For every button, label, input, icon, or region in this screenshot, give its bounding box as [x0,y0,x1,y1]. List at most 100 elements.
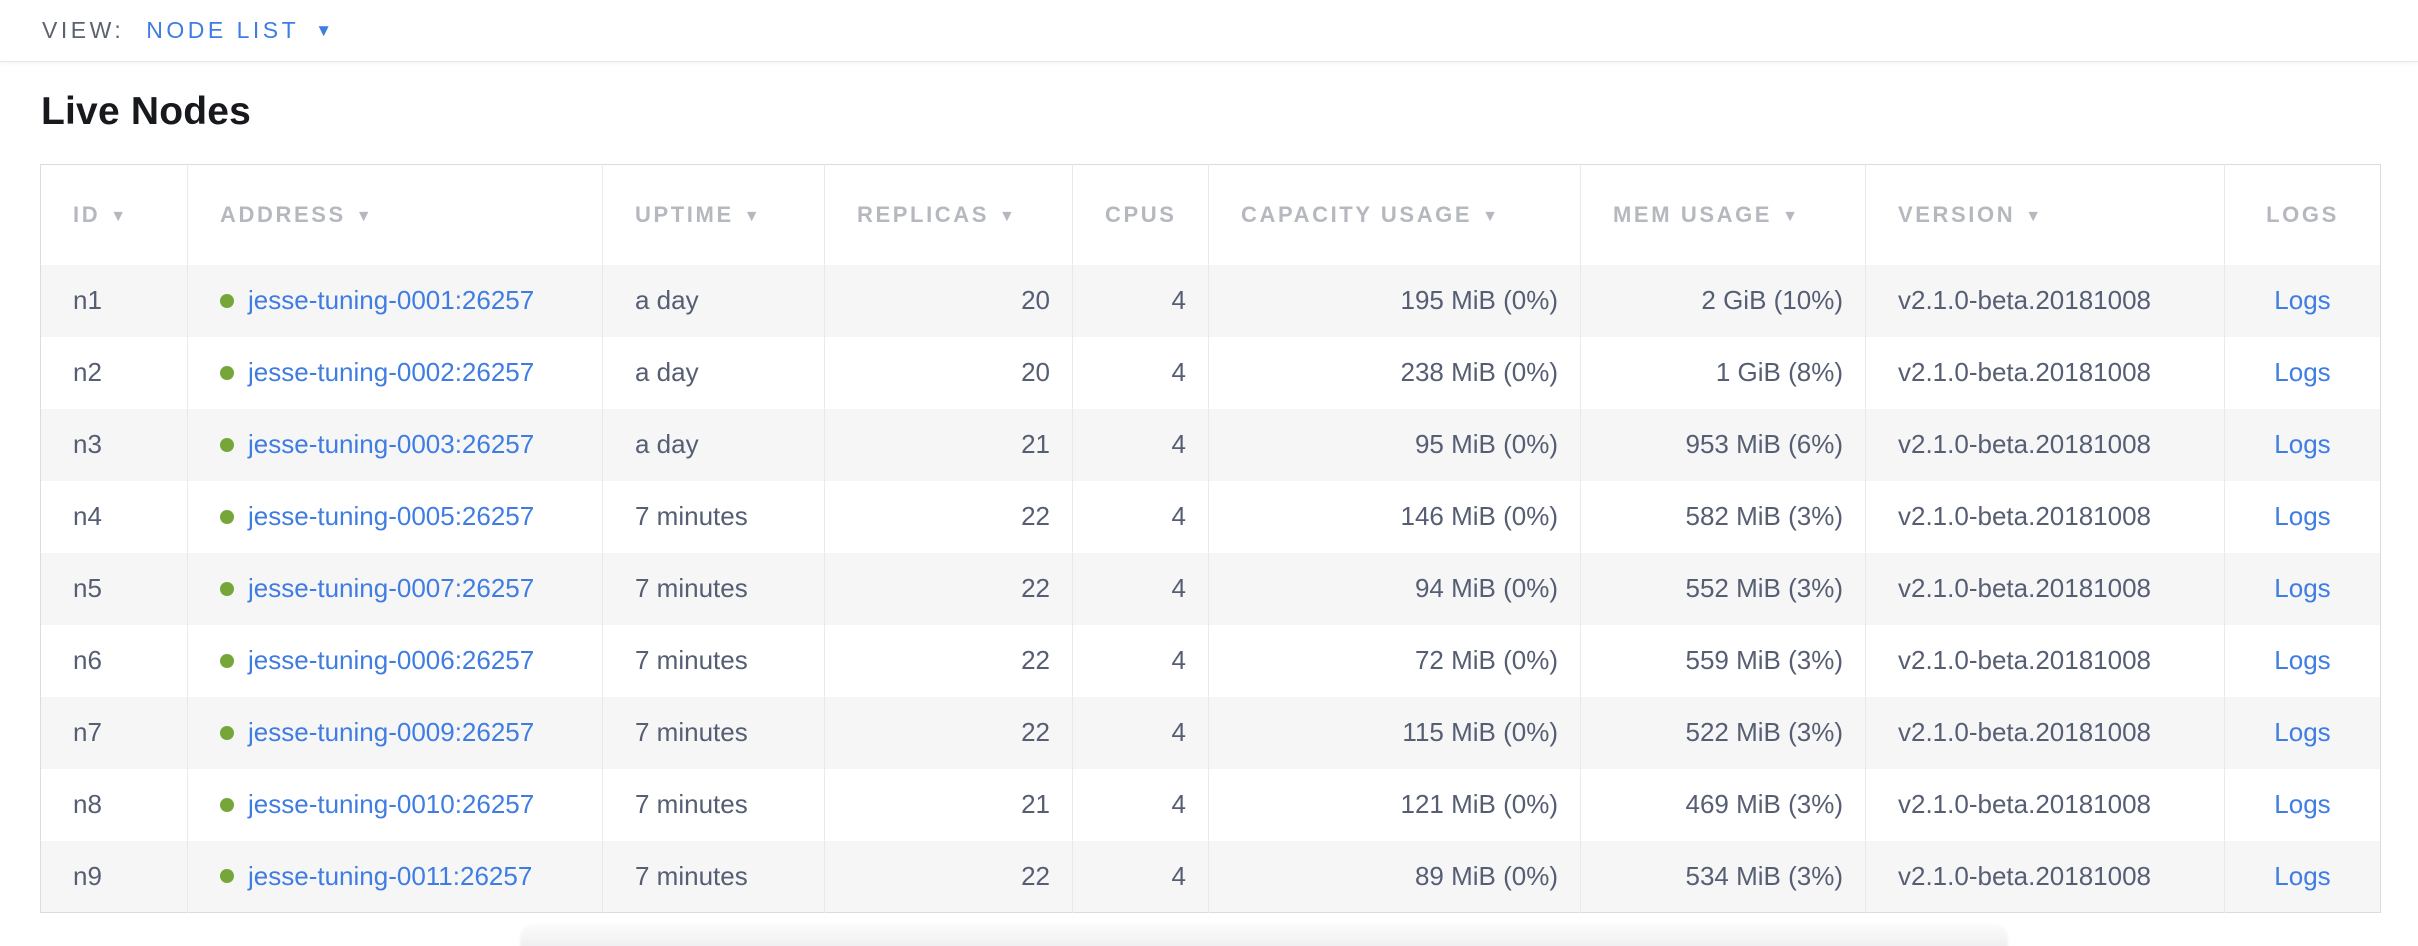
node-version-cell: v2.1.0-beta.20181008 [1865,624,2225,697]
node-version-cell: v2.1.0-beta.20181008 [1865,840,2225,913]
node-replicas-cell: 22 [824,840,1073,913]
column-header-address[interactable]: ADDRESS ▼ [187,164,603,265]
node-address-cell: jesse-tuning-0005:26257 [187,480,603,553]
node-id-cell: n7 [73,717,102,747]
node-uptime-cell: 7 minutes [602,480,825,553]
node-logs-link[interactable]: Logs [2274,860,2331,891]
node-cpus-cell: 4 [1072,696,1209,769]
table-row: n5 jesse-tuning-0007:26257 7 minutes 22 … [40,552,2381,625]
node-version-cell: v2.1.0-beta.20181008 [1865,480,2225,553]
node-live-status-icon [220,365,234,380]
node-logs-cell: Logs [2224,696,2381,769]
node-live-status-icon [220,437,234,452]
view-bar: VIEW: NODE LIST ▼ [0,0,2418,62]
node-capacity-cell: 238 MiB (0%) [1208,336,1581,409]
sort-caret-icon: ▼ [110,207,129,225]
table-row: n1 jesse-tuning-0001:26257 a day 20 4 19… [40,264,2381,337]
next-section-edge [520,924,2008,946]
node-mem-cell: 552 MiB (3%) [1580,552,1866,625]
node-live-status-icon [220,797,234,812]
node-id-cell: n1 [73,285,102,315]
node-replicas-cell: 20 [824,336,1073,409]
node-version-cell: v2.1.0-beta.20181008 [1865,768,2225,841]
view-dropdown-value[interactable]: NODE LIST [146,17,300,43]
node-address-link[interactable]: jesse-tuning-0011:26257 [248,860,533,891]
column-header-capacity-usage[interactable]: CAPACITY USAGE ▼ [1208,164,1581,265]
node-logs-link[interactable]: Logs [2274,645,2331,675]
column-header-uptime[interactable]: UPTIME ▼ [602,164,825,265]
node-uptime-cell: 7 minutes [602,624,825,697]
node-capacity-cell: 146 MiB (0%) [1208,480,1581,553]
node-logs-cell: Logs [2224,840,2381,913]
node-capacity-cell: 72 MiB (0%) [1208,624,1581,697]
node-capacity-cell: 121 MiB (0%) [1208,768,1581,841]
column-header-version[interactable]: VERSION ▼ [1865,164,2225,265]
node-capacity-cell: 89 MiB (0%) [1208,840,1581,913]
node-address-link[interactable]: jesse-tuning-0002:26257 [248,357,535,387]
node-address-link[interactable]: jesse-tuning-0009:26257 [248,717,535,747]
dropdown-caret-icon: ▼ [315,21,333,40]
node-logs-link[interactable]: Logs [2274,357,2331,387]
node-logs-link[interactable]: Logs [2274,789,2331,819]
node-logs-link[interactable]: Logs [2274,429,2331,459]
node-cpus-cell: 4 [1072,480,1209,553]
node-address-link[interactable]: jesse-tuning-0005:26257 [248,501,535,531]
node-address-cell: jesse-tuning-0007:26257 [187,552,603,625]
node-cpus-cell: 4 [1072,336,1209,409]
node-version-cell: v2.1.0-beta.20181008 [1865,696,2225,769]
table-row: n4 jesse-tuning-0005:26257 7 minutes 22 … [40,480,2381,553]
node-id-cell: n4 [73,501,102,531]
node-address-cell: jesse-tuning-0011:26257 [187,840,603,913]
view-dropdown[interactable]: NODE LIST ▼ [146,17,332,44]
node-address-link[interactable]: jesse-tuning-0003:26257 [248,429,535,459]
node-address-link[interactable]: jesse-tuning-0001:26257 [248,285,535,315]
node-address-cell: jesse-tuning-0010:26257 [187,768,603,841]
node-cpus-cell: 4 [1072,840,1209,913]
column-header-logs: LOGS [2224,164,2381,265]
node-replicas-cell: 22 [824,624,1073,697]
node-id-cell: n3 [73,429,102,459]
live-nodes-table-container: ID ▼ ADDRESS ▼ UPTIME ▼ REPLICAS ▼ CPUS CAPA… [40,164,2418,913]
node-logs-cell: Logs [2224,336,2381,409]
node-address-link[interactable]: jesse-tuning-0006:26257 [248,645,535,675]
node-uptime-cell: 7 minutes [602,696,825,769]
node-address-link[interactable]: jesse-tuning-0010:26257 [248,789,535,819]
node-logs-cell: Logs [2224,264,2381,337]
node-mem-cell: 953 MiB (6%) [1580,408,1866,481]
node-logs-link[interactable]: Logs [2274,717,2331,747]
node-logs-link[interactable]: Logs [2274,573,2331,603]
node-mem-cell: 2 GiB (10%) [1580,264,1866,337]
table-row: n9 jesse-tuning-0011:26257 7 minutes 22 … [40,840,2381,913]
node-mem-cell: 559 MiB (3%) [1580,624,1866,697]
view-label: VIEW: [42,17,125,43]
node-logs-link[interactable]: Logs [2274,285,2331,315]
node-id-cell: n9 [73,860,102,891]
node-address-cell: jesse-tuning-0006:26257 [187,624,603,697]
table-header-row: ID ▼ ADDRESS ▼ UPTIME ▼ REPLICAS ▼ CPUS CAPA… [40,164,2381,265]
column-header-cpus: CPUS [1072,164,1209,265]
node-capacity-cell: 195 MiB (0%) [1208,264,1581,337]
live-nodes-table: ID ▼ ADDRESS ▼ UPTIME ▼ REPLICAS ▼ CPUS CAPA… [40,164,2381,913]
node-live-status-icon [220,509,234,524]
node-uptime-cell: 7 minutes [602,768,825,841]
node-cpus-cell: 4 [1072,552,1209,625]
node-live-status-icon [220,725,234,740]
table-row: n8 jesse-tuning-0010:26257 7 minutes 21 … [40,768,2381,841]
table-row: n3 jesse-tuning-0003:26257 a day 21 4 95… [40,408,2381,481]
node-live-status-icon [220,869,234,884]
node-replicas-cell: 20 [824,264,1073,337]
node-uptime-cell: 7 minutes [602,552,825,625]
column-header-id[interactable]: ID ▼ [40,164,188,265]
column-header-replicas[interactable]: REPLICAS ▼ [824,164,1073,265]
node-cpus-cell: 4 [1072,408,1209,481]
node-live-status-icon [220,653,234,668]
node-logs-cell: Logs [2224,552,2381,625]
sort-caret-icon: ▼ [1482,207,1501,225]
column-header-mem-usage[interactable]: MEM USAGE ▼ [1580,164,1866,265]
node-mem-cell: 534 MiB (3%) [1580,840,1866,913]
node-version-cell: v2.1.0-beta.20181008 [1865,264,2225,337]
node-replicas-cell: 22 [824,480,1073,553]
node-logs-link[interactable]: Logs [2274,501,2331,531]
node-address-link[interactable]: jesse-tuning-0007:26257 [248,573,535,603]
